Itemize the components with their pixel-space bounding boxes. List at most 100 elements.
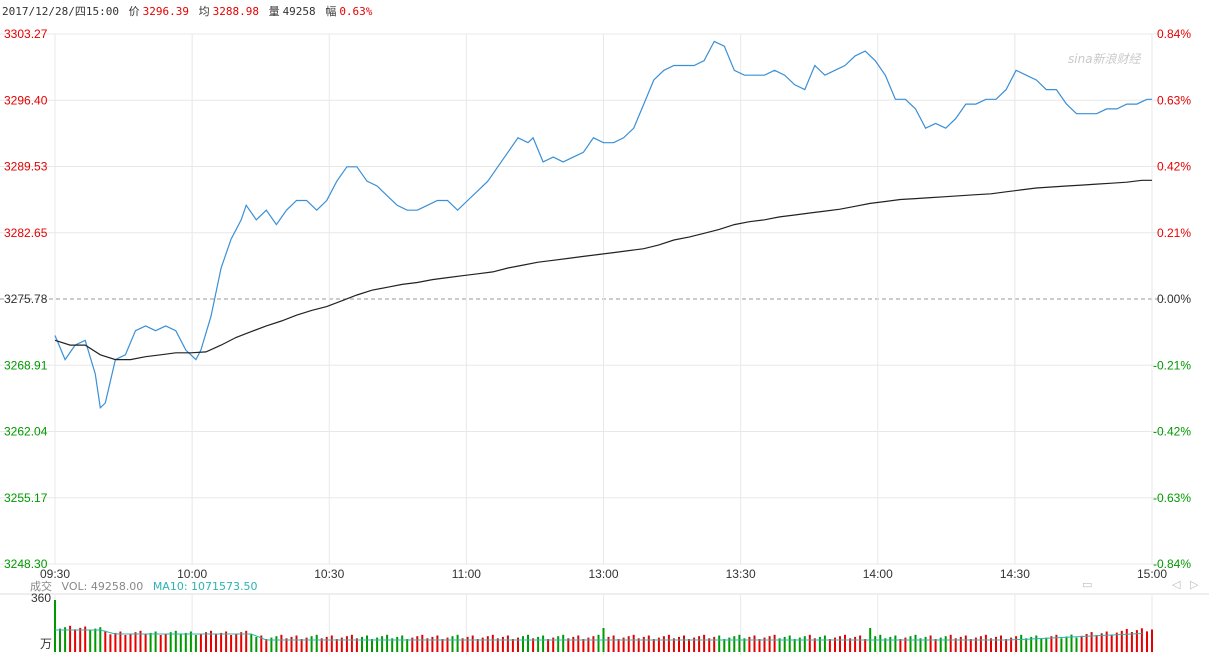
volume-bar: [788, 635, 791, 652]
volume-unit: 万: [40, 637, 52, 651]
volume-bar: [305, 637, 308, 652]
volume-bar: [713, 636, 716, 652]
x-tick-label: 14:00: [863, 567, 893, 581]
volume-bar: [828, 639, 831, 652]
volume-bar: [1146, 631, 1148, 652]
y-tick-label: 3275.78: [4, 292, 48, 306]
volume-bar: [451, 636, 454, 652]
volume-bar: [235, 633, 238, 652]
volume-bar: [159, 635, 162, 652]
volume-bar: [803, 636, 806, 652]
volume-value: 49258: [282, 5, 316, 18]
volume-bar: [577, 635, 580, 652]
volume-bar: [532, 638, 535, 652]
volume-bar: [199, 633, 202, 652]
volume-bar: [854, 636, 857, 652]
volume-bar: [225, 631, 228, 652]
volume-bar: [1120, 630, 1123, 652]
volume-bar: [275, 636, 278, 652]
volume-bar: [683, 635, 685, 652]
volume-bar: [396, 636, 399, 652]
volume-bar: [129, 633, 132, 652]
volume-bar: [773, 634, 776, 652]
volume-bar: [884, 638, 887, 652]
volume-bar: [456, 634, 459, 652]
volume-bar: [300, 639, 303, 652]
volume-bar: [672, 638, 675, 652]
volume-bar: [904, 637, 907, 652]
volume-bar: [174, 630, 177, 652]
y-tick-label: 3303.27: [4, 27, 48, 41]
volume-bar: [959, 636, 962, 652]
volume-bar: [325, 636, 328, 652]
volume-bar: [320, 638, 323, 652]
x-tick-label: 13:30: [726, 567, 756, 581]
volume-bar: [391, 638, 394, 652]
volume-bar: [1105, 631, 1108, 653]
volume-bar: [69, 625, 72, 652]
volume-bar: [733, 636, 736, 652]
zoom-out-icon[interactable]: ▭: [1082, 578, 1093, 591]
volume-bar: [255, 636, 258, 652]
change-label: 幅: [325, 5, 337, 18]
volume-bar: [1005, 639, 1008, 652]
volume-panel-label: 成交: [30, 580, 52, 593]
volume-bar: [401, 635, 404, 652]
volume-bar: [386, 634, 389, 652]
volume-bar: [974, 637, 977, 652]
volume-bar: [914, 634, 917, 652]
volume-bar: [461, 638, 464, 652]
volume-bar: [688, 639, 690, 652]
volume-bar: [205, 632, 207, 652]
volume-bar: [849, 638, 852, 652]
y-tick-label: 3282.65: [4, 226, 48, 240]
volume-max-tick: 360: [31, 591, 51, 605]
price-label: 价: [128, 5, 140, 18]
volume-bar: [647, 635, 650, 652]
volume-bar: [1040, 639, 1043, 652]
volume-bar: [431, 636, 434, 652]
volume-bar: [149, 632, 152, 652]
volume-bar: [798, 637, 801, 652]
volume-bar: [270, 637, 273, 652]
volume-bar: [119, 631, 122, 652]
price-value: 3296.39: [142, 5, 189, 18]
scroll-left-icon[interactable]: ◁: [1172, 578, 1181, 591]
volume-bar: [783, 636, 786, 652]
y-tick-pct-label: 0.00%: [1157, 292, 1191, 306]
volume-bar: [84, 626, 87, 652]
volume-bar: [1045, 637, 1048, 652]
volume-bar: [738, 634, 741, 652]
volume-bar: [748, 636, 751, 652]
volume-bar: [371, 639, 373, 652]
avg-label: 均: [198, 5, 210, 18]
scroll-right-icon[interactable]: ▷: [1190, 578, 1199, 591]
volume-readout: VOL: 49258.00: [61, 580, 144, 593]
volume-bar: [698, 636, 701, 652]
volume-bar: [1030, 636, 1033, 652]
volume-bar: [340, 637, 343, 652]
volume-bar: [622, 637, 625, 652]
volume-bar: [652, 639, 655, 652]
volume-bar: [813, 638, 816, 652]
volume-bar: [1020, 634, 1023, 652]
volume-bar: [295, 635, 298, 652]
y-tick-label: 3262.04: [4, 425, 48, 439]
volume-bar: [979, 636, 982, 652]
volume-bar: [657, 637, 660, 652]
volume-bar: [104, 630, 107, 652]
y-tick-label: 3268.91: [4, 358, 48, 372]
volume-bar: [934, 639, 937, 652]
volume-bar: [894, 635, 897, 652]
volume-bar: [723, 639, 726, 652]
volume-bar: [230, 635, 233, 652]
volume-bar: [1060, 638, 1063, 652]
y-tick-pct-label: -0.21%: [1153, 358, 1191, 372]
volume-bar: [1025, 638, 1028, 652]
volume-bar: [708, 638, 711, 652]
volume-bar: [899, 639, 902, 652]
volume-bar: [949, 634, 952, 652]
volume-bar: [990, 638, 992, 652]
volume-bar: [491, 634, 494, 652]
